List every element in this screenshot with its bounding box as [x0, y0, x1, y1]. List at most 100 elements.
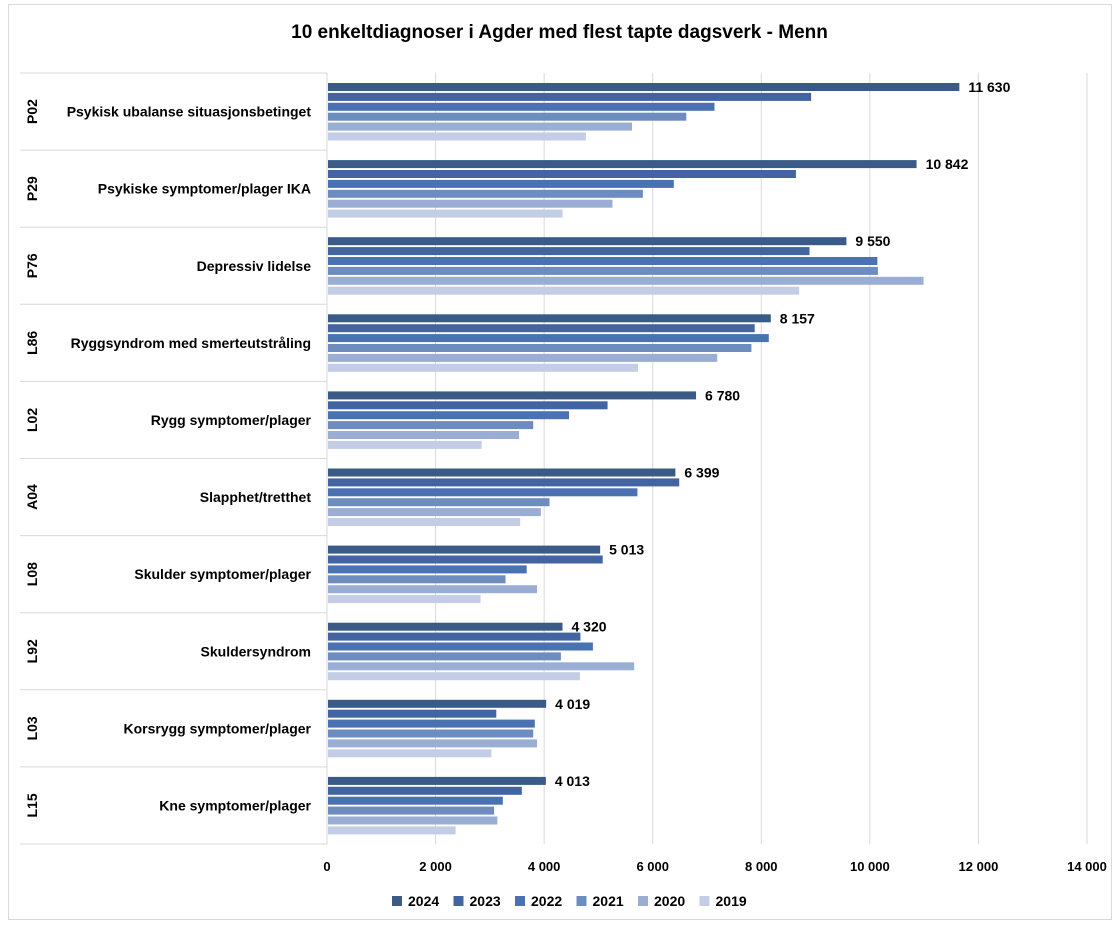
data-label: 4 320 — [572, 619, 607, 635]
bar-2023 — [328, 478, 679, 486]
bar-2024 — [328, 83, 959, 91]
legend-swatch — [577, 896, 587, 906]
bar-2023 — [328, 93, 811, 101]
bar-2024 — [328, 160, 917, 168]
bar-2019 — [328, 749, 491, 757]
legend-label: 2024 — [408, 893, 439, 909]
bar-2022 — [328, 180, 674, 188]
x-tick-label: 12 000 — [959, 859, 999, 874]
bar-2020 — [328, 662, 634, 670]
bar-2022 — [328, 643, 593, 651]
bar-2019 — [328, 441, 482, 449]
category-code: L03 — [24, 716, 40, 740]
bar-2019 — [328, 672, 580, 680]
bar-2019 — [328, 210, 563, 218]
bar-2023 — [328, 401, 608, 409]
bar-2023 — [328, 556, 603, 564]
bar-2023 — [328, 170, 796, 178]
bar-2020 — [328, 431, 519, 439]
legend-label: 2019 — [716, 893, 747, 909]
bar-2021 — [328, 113, 686, 121]
bar-2024 — [328, 469, 675, 477]
bar-2021 — [328, 344, 751, 352]
bar-2021 — [328, 421, 533, 429]
bar-2024 — [328, 391, 696, 399]
bar-2021 — [328, 498, 549, 506]
bar-2020 — [328, 817, 497, 825]
bar-2020 — [328, 354, 717, 362]
bar-2023 — [328, 710, 496, 718]
category-code: P29 — [24, 176, 40, 201]
category-code: P76 — [24, 253, 40, 278]
bar-2021 — [328, 807, 494, 815]
x-tick-label: 0 — [323, 859, 330, 874]
bar-2019 — [328, 287, 799, 295]
data-label: 10 842 — [926, 156, 969, 172]
bar-2022 — [328, 257, 877, 265]
data-label: 5 013 — [609, 542, 644, 558]
data-label: 6 780 — [705, 387, 740, 403]
bar-2021 — [328, 190, 643, 198]
category-code: L86 — [24, 331, 40, 355]
bar-2021 — [328, 575, 506, 583]
category-label: Kne symptomer/plager — [159, 797, 311, 813]
data-label: 6 399 — [684, 465, 719, 481]
data-label: 4 013 — [555, 773, 590, 789]
x-tick-label: 4 000 — [528, 859, 561, 874]
bar-2019 — [328, 595, 481, 603]
category-code: L15 — [24, 793, 40, 817]
bar-2024 — [328, 623, 563, 631]
x-tick-label: 2 000 — [419, 859, 452, 874]
bar-2020 — [328, 277, 924, 285]
category-label: Ryggsyndrom med smerteutstråling — [71, 335, 311, 351]
legend-label: 2022 — [531, 893, 562, 909]
category-code: P02 — [24, 99, 40, 124]
data-label: 4 019 — [555, 696, 590, 712]
category-code: L02 — [24, 408, 40, 432]
bar-2019 — [328, 518, 520, 526]
x-tick-label: 14 000 — [1067, 859, 1107, 874]
bar-2022 — [328, 103, 715, 111]
bar-2020 — [328, 508, 541, 516]
bar-2023 — [328, 633, 580, 641]
data-label: 11 630 — [968, 79, 1010, 95]
legend-label: 2021 — [593, 893, 624, 909]
legend-swatch — [700, 896, 710, 906]
category-label: Korsrygg symptomer/plager — [124, 720, 312, 736]
legend-label: 2020 — [654, 893, 685, 909]
legend-label: 2023 — [470, 893, 501, 909]
bar-2022 — [328, 334, 769, 342]
bar-2022 — [328, 488, 637, 496]
x-tick-label: 6 000 — [636, 859, 669, 874]
category-label: Skuldersyndrom — [201, 643, 311, 659]
bar-2024 — [328, 237, 846, 245]
category-label: Psykiske symptomer/plager IKA — [98, 181, 311, 197]
bar-2020 — [328, 200, 612, 208]
bar-2021 — [328, 267, 878, 275]
legend-swatch — [454, 896, 464, 906]
bar-2022 — [328, 411, 569, 419]
category-label: Rygg symptomer/plager — [151, 412, 312, 428]
bar-2019 — [328, 826, 456, 834]
data-label: 9 550 — [855, 233, 890, 249]
legend-swatch — [515, 896, 525, 906]
legend-swatch — [638, 896, 648, 906]
category-label: Depressiv lidelse — [197, 258, 312, 274]
category-code: L08 — [24, 562, 40, 586]
bar-2022 — [328, 720, 535, 728]
bar-2024 — [328, 314, 771, 322]
bar-2024 — [328, 546, 600, 554]
x-tick-label: 8 000 — [745, 859, 778, 874]
bar-2023 — [328, 787, 522, 795]
bar-2022 — [328, 565, 527, 573]
bar-2021 — [328, 730, 533, 738]
bar-2021 — [328, 652, 561, 660]
bar-2023 — [328, 324, 755, 332]
category-code: L92 — [24, 639, 40, 663]
bar-2023 — [328, 247, 810, 255]
category-label: Slapphet/tretthet — [200, 489, 312, 505]
category-label: Psykisk ubalanse situasjonsbetinget — [67, 104, 312, 120]
bar-2019 — [328, 364, 638, 372]
data-label: 8 157 — [780, 310, 815, 326]
